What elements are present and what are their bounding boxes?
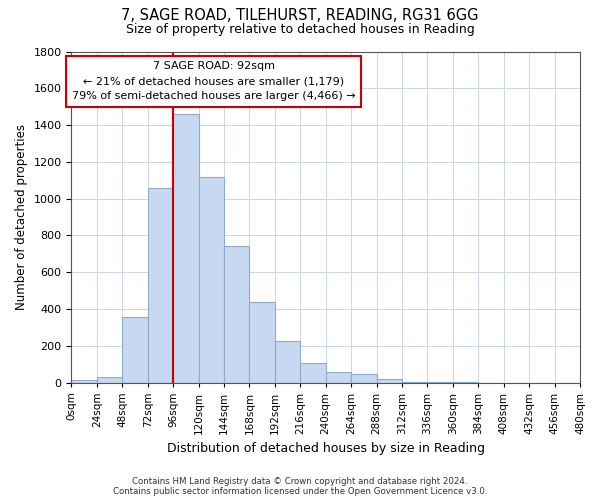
Bar — [300, 363, 326, 382]
Bar — [377, 379, 402, 382]
Bar — [122, 317, 148, 382]
Bar — [351, 374, 377, 382]
Bar — [148, 188, 173, 382]
Text: Contains HM Land Registry data © Crown copyright and database right 2024.
Contai: Contains HM Land Registry data © Crown c… — [113, 476, 487, 496]
Bar — [275, 341, 300, 382]
Text: Size of property relative to detached houses in Reading: Size of property relative to detached ho… — [125, 22, 475, 36]
Bar — [199, 178, 224, 382]
Text: 7 SAGE ROAD: 92sqm
← 21% of detached houses are smaller (1,179)
79% of semi-deta: 7 SAGE ROAD: 92sqm ← 21% of detached hou… — [72, 62, 356, 101]
Bar — [97, 377, 122, 382]
Bar — [71, 380, 97, 382]
Bar — [224, 246, 250, 382]
Bar — [250, 302, 275, 382]
Bar — [326, 372, 351, 382]
Bar — [173, 114, 199, 382]
X-axis label: Distribution of detached houses by size in Reading: Distribution of detached houses by size … — [167, 442, 485, 455]
Text: 7, SAGE ROAD, TILEHURST, READING, RG31 6GG: 7, SAGE ROAD, TILEHURST, READING, RG31 6… — [121, 8, 479, 22]
Y-axis label: Number of detached properties: Number of detached properties — [15, 124, 28, 310]
